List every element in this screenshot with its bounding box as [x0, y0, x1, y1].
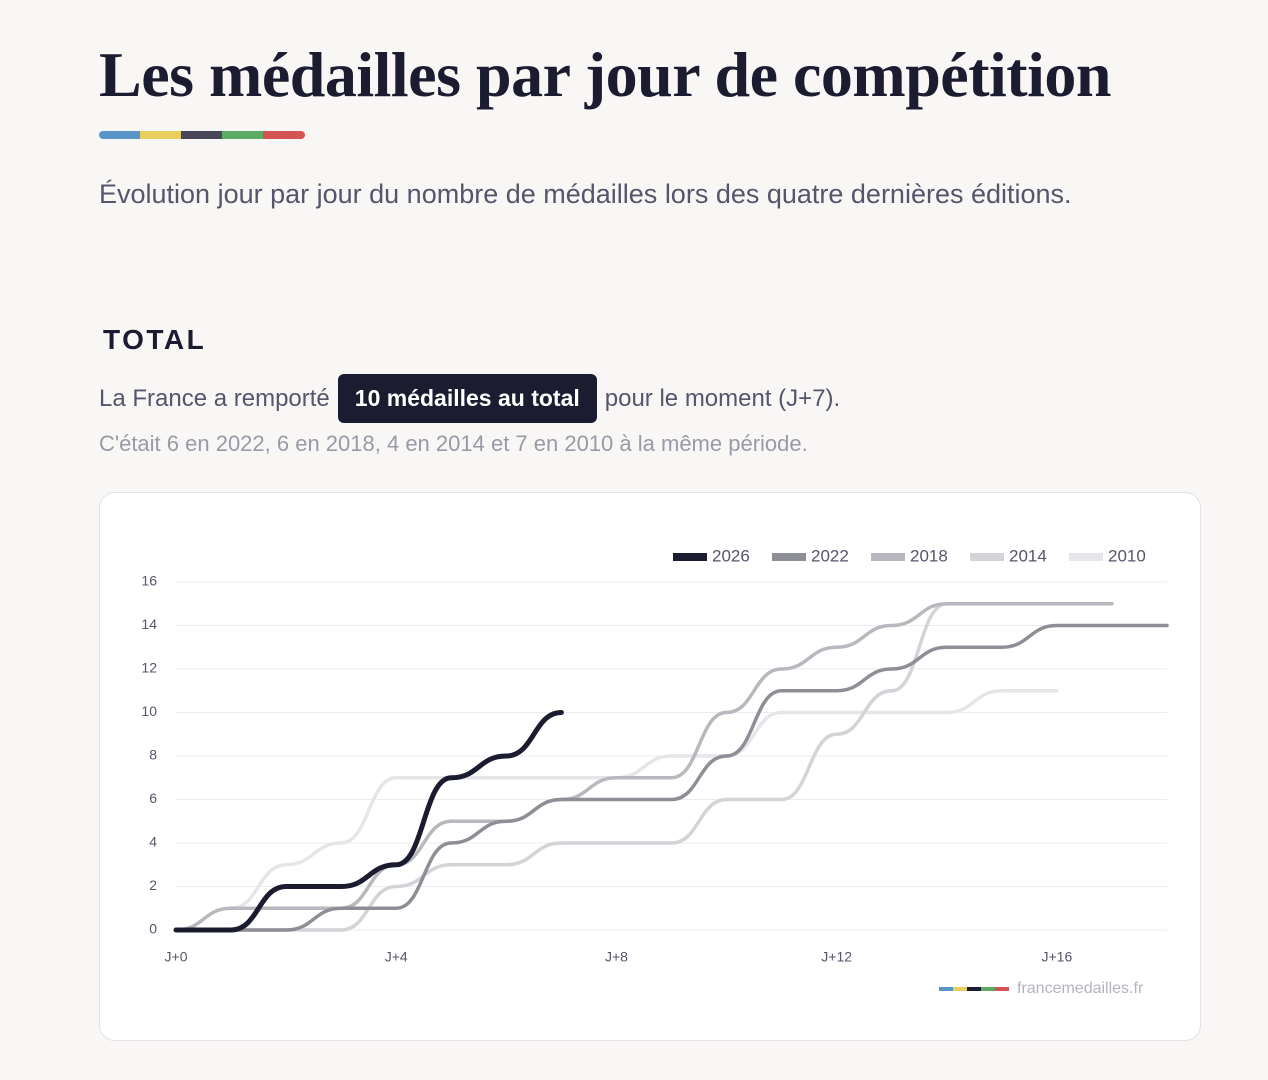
series-line [174, 689, 1059, 932]
y-tick-label: 16 [141, 573, 157, 589]
source-flag [953, 987, 967, 991]
title: Les médailles par jour de compétition [99, 39, 1111, 110]
y-tick-label: 12 [141, 660, 157, 676]
legend-label: 2018 [910, 546, 948, 565]
highlight: 10 médailles au total [337, 374, 597, 423]
y-tick-label: 4 [149, 834, 157, 850]
lead-text: pour le moment (J+7). [604, 384, 841, 412]
legend-label: 2014 [1009, 546, 1047, 565]
flag-bar [222, 131, 264, 139]
x-tick-label: J+0 [165, 949, 188, 965]
y-tick-label: 2 [149, 877, 157, 893]
note: C'était 6 en 2022, 6 en 2018, 4 en 2014 … [99, 431, 808, 456]
source-flag [995, 987, 1009, 991]
x-tick-label: J+8 [605, 949, 628, 965]
x-tick-label: J+16 [1042, 949, 1073, 965]
section-title: TOTAL [103, 324, 207, 355]
series-line [174, 623, 1169, 932]
x-tick-label: J+4 [385, 949, 408, 965]
source: francemedailles.fr [1017, 980, 1144, 997]
flag-bar [140, 131, 182, 139]
flag-bar [181, 131, 223, 139]
series-line [173, 710, 564, 933]
legend-label: 2026 [712, 546, 750, 565]
legend-label: 2010 [1108, 546, 1146, 565]
y-tick-label: 6 [149, 790, 157, 806]
source-flag [981, 987, 995, 991]
source-flag [967, 987, 981, 991]
legend-label: 2022 [811, 546, 849, 565]
source-flag [939, 987, 953, 991]
y-tick-label: 8 [149, 747, 157, 763]
lead: La France a remporté 10 médailles au tot… [99, 374, 840, 423]
chart-card: 0 2 4 6 8 10 12 14 16 J+0 J+4 J+8 J+12 J+16 2026 2022 20… [99, 492, 1201, 1041]
y-tick-label: 10 [141, 703, 157, 719]
lead-text: La France a remporté [99, 384, 330, 412]
flag-bar [263, 131, 305, 139]
x-tick-label: J+12 [821, 949, 852, 965]
subtitle: Évolution jour par jour du nombre de méd… [99, 179, 1072, 209]
y-tick-label: 14 [141, 616, 157, 632]
y-tick-label: 0 [149, 921, 157, 937]
flag-bar [99, 131, 141, 139]
chart: 0 2 4 6 8 10 12 14 16 J+0 J+4 J+8 J+12 J+16 2026 2022 20… [141, 546, 1169, 997]
